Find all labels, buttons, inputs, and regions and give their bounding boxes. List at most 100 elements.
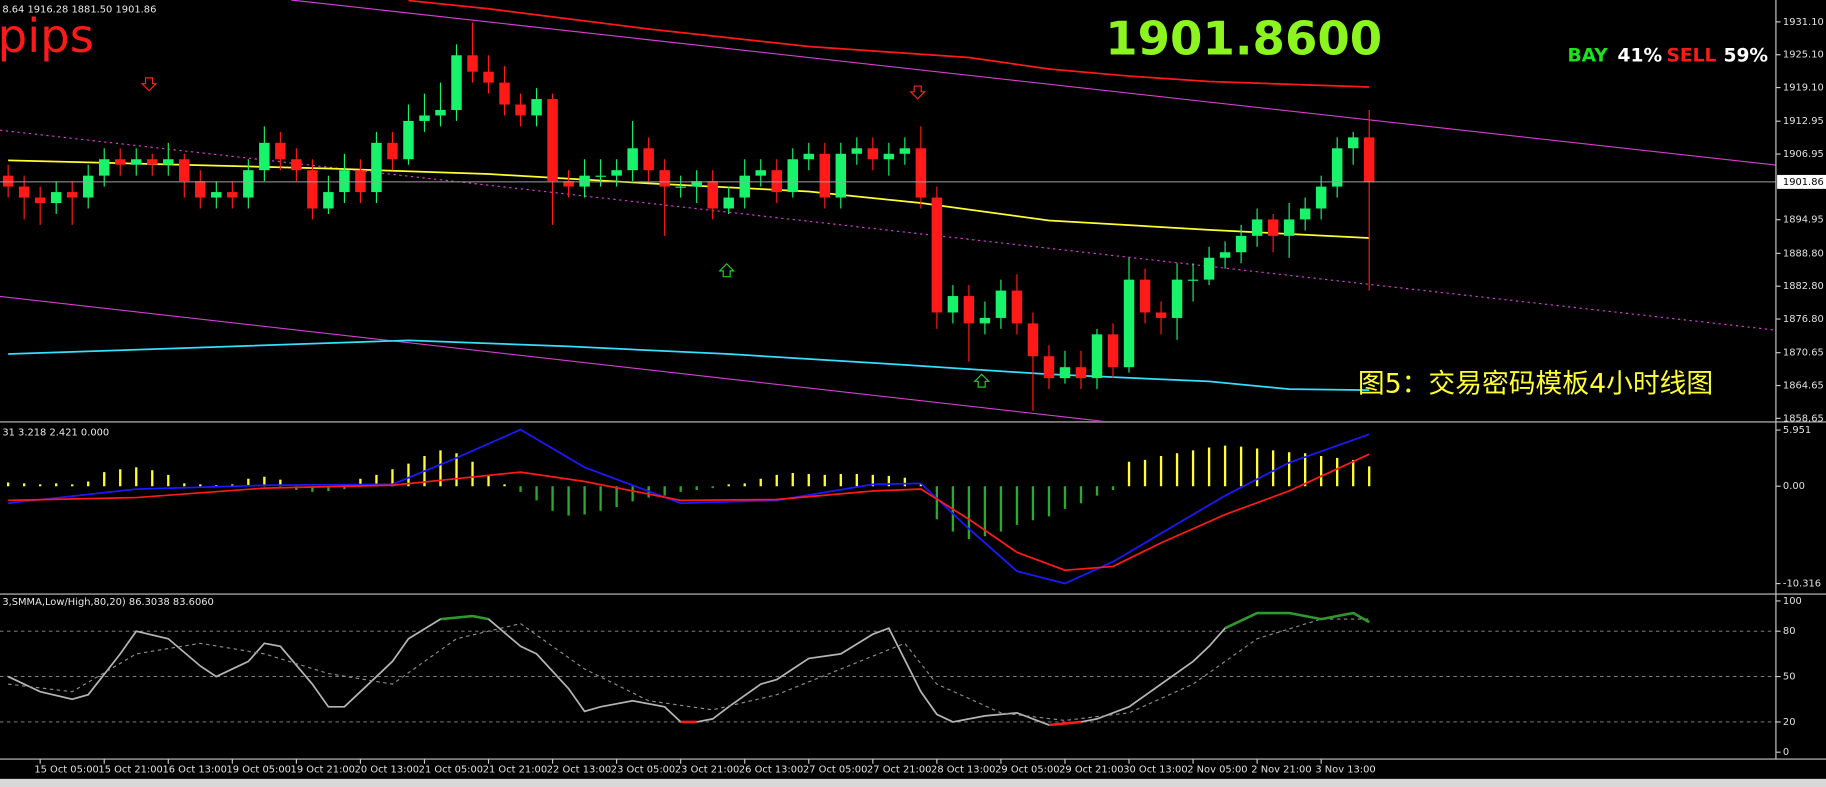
candle-body xyxy=(2,175,14,187)
candle-body xyxy=(995,290,1007,318)
candle-body xyxy=(579,175,590,187)
last-price-label: 1901.86 xyxy=(1783,177,1824,188)
y-tick-label: -10.316 xyxy=(1783,579,1821,590)
candle-body xyxy=(82,175,94,198)
ohlc-text: 8.64 1916.28 1881.50 1901.86 xyxy=(2,4,156,15)
candle-body xyxy=(1347,137,1359,149)
zone-segment xyxy=(1320,611,1354,621)
candle-body xyxy=(1363,137,1375,182)
x-tick-label: 21 Oct 21:00 xyxy=(483,765,547,776)
candle-body xyxy=(691,181,702,187)
candle-body xyxy=(451,55,462,110)
tab-bar xyxy=(0,778,1826,787)
candle-body xyxy=(659,170,670,187)
panel xyxy=(2,0,1375,411)
candle-body xyxy=(899,148,911,154)
y-tick-label: 1912.95 xyxy=(1783,116,1824,127)
candle-body xyxy=(323,192,334,209)
current-price: 1901.8600 xyxy=(1105,11,1382,65)
buy-arrow xyxy=(973,373,991,388)
indicator-line xyxy=(8,159,1370,239)
candle-body xyxy=(851,148,863,154)
candle-body xyxy=(114,159,126,165)
x-tick-label: 28 Oct 13:00 xyxy=(931,765,995,776)
candle-body xyxy=(707,181,718,209)
y-tick-label: 1888.80 xyxy=(1783,248,1824,259)
candle-body xyxy=(1075,367,1087,379)
last-price-box xyxy=(1777,174,1826,189)
zone-segment xyxy=(1288,611,1322,621)
candle-body xyxy=(547,99,558,182)
candle-body xyxy=(34,197,46,204)
x-tick-label: 19 Oct 05:00 xyxy=(227,765,291,776)
bay-label: BAY xyxy=(1567,45,1608,66)
candle-body xyxy=(947,296,959,313)
indicator-line xyxy=(8,428,1370,585)
pips-label: pips xyxy=(0,9,94,63)
x-tick-label: 20 Oct 13:00 xyxy=(355,765,419,776)
candle-body xyxy=(819,153,831,198)
x-tick-label: 2 Nov 21:00 xyxy=(1251,765,1311,776)
y-tick-label: 0.00 xyxy=(1783,481,1805,492)
candle-body xyxy=(643,148,654,171)
candle-body xyxy=(979,317,991,324)
candle-body xyxy=(66,192,78,198)
candle-body xyxy=(243,170,254,198)
x-tick-label: 27 Oct 05:00 xyxy=(803,765,867,776)
candle-body xyxy=(611,170,622,176)
buy-arrow xyxy=(718,263,736,278)
y-tick-label: 1906.95 xyxy=(1783,149,1824,160)
candle-body xyxy=(211,192,222,198)
candle-body xyxy=(355,170,366,193)
candle-body xyxy=(787,159,799,193)
x-tick-label: 3 Nov 13:00 xyxy=(1315,765,1375,776)
annotation: 图5：交易密码模板4小时线图 xyxy=(1358,368,1713,399)
panel xyxy=(0,611,1776,727)
candle-body xyxy=(963,296,975,324)
x-tick-label: 30 Oct 13:00 xyxy=(1123,765,1187,776)
candle-body xyxy=(467,55,478,72)
y-tick-label: 1925.10 xyxy=(1783,50,1824,61)
candle-body xyxy=(1235,235,1247,253)
x-tick-label: 19 Oct 21:00 xyxy=(291,765,355,776)
candle-body xyxy=(1155,312,1167,318)
candle-body xyxy=(563,181,574,187)
y-tick-label: 20 xyxy=(1783,717,1796,728)
bay-percent: 41% xyxy=(1618,45,1663,66)
candle-body xyxy=(723,197,734,209)
candle-body xyxy=(1043,356,1055,379)
candle-body xyxy=(1203,257,1215,280)
x-tick-label: 29 Oct 21:00 xyxy=(1059,765,1123,776)
candle-body xyxy=(675,186,686,188)
candle-body xyxy=(499,82,510,105)
y-tick-label: 100 xyxy=(1783,596,1802,607)
candle-body xyxy=(195,181,206,198)
x-tick-label: 29 Oct 05:00 xyxy=(995,765,1059,776)
candle-body xyxy=(1123,279,1135,368)
zone-segment xyxy=(440,614,473,621)
candle-body xyxy=(307,170,318,209)
candle-body xyxy=(1331,148,1343,187)
x-tick-label: 21 Oct 05:00 xyxy=(419,765,483,776)
indicator-line xyxy=(408,0,1370,88)
x-tick-label: 22 Oct 13:00 xyxy=(547,765,611,776)
sell-arrow xyxy=(909,85,927,100)
x-tick-label: 15 Oct 21:00 xyxy=(98,765,162,776)
x-tick-label: 23 Oct 05:00 xyxy=(611,765,675,776)
candle-body xyxy=(1107,334,1119,368)
candle-body xyxy=(1171,279,1183,318)
candle-body xyxy=(179,159,190,182)
candle-body xyxy=(1011,290,1023,324)
candle-body xyxy=(275,142,286,160)
candle-body xyxy=(915,148,927,198)
candle-body xyxy=(1219,252,1231,258)
sell-percent: 59% xyxy=(1724,45,1769,66)
candle-body xyxy=(291,159,302,171)
indicator-line xyxy=(8,453,1370,572)
candle-body xyxy=(1283,219,1295,236)
y-tick-label: 1919.10 xyxy=(1783,83,1824,94)
candle-body xyxy=(1027,323,1039,357)
candle-body xyxy=(227,192,238,198)
